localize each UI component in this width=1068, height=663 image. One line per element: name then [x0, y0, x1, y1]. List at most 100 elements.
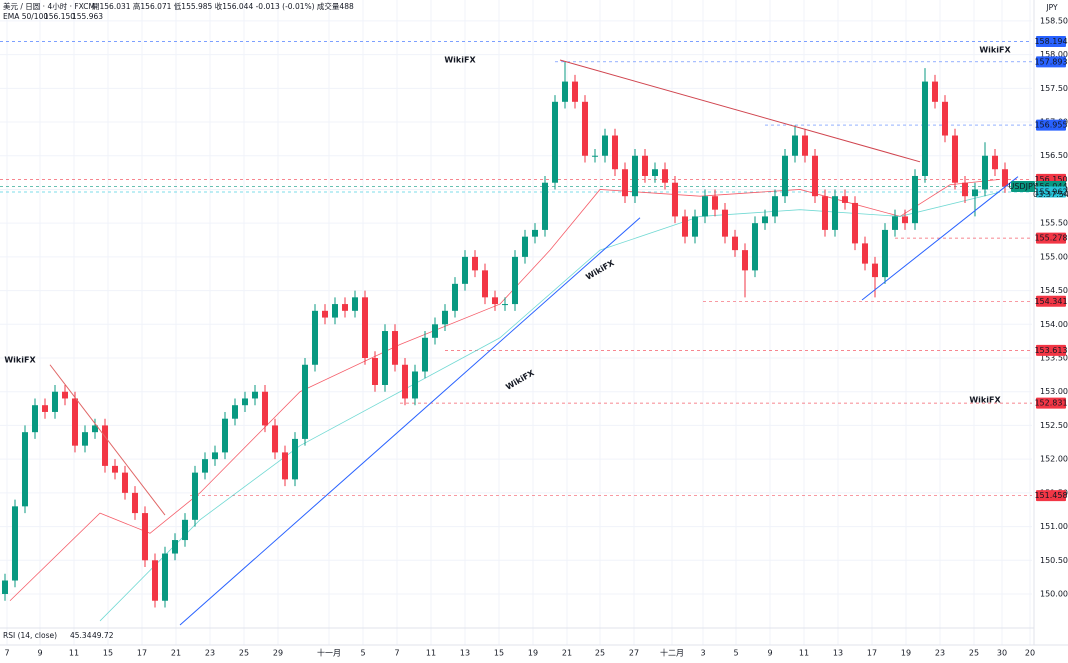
price-label-box — [1036, 232, 1066, 244]
candle-body — [342, 304, 348, 311]
candle-body — [292, 438, 298, 480]
x-tick-label: 11 — [69, 649, 79, 658]
x-tick-label: 5 — [360, 649, 365, 658]
candle-body — [712, 196, 718, 210]
candle-body — [952, 135, 958, 183]
candle-body — [982, 155, 988, 190]
candle-body — [672, 182, 678, 217]
candle-body — [582, 101, 588, 156]
candle-body — [882, 229, 888, 278]
y-tick-label: 153.000 — [1040, 387, 1068, 396]
x-tick-label: 21 — [171, 649, 181, 658]
candle-body — [252, 391, 258, 399]
ema-line — [99, 191, 1001, 622]
trendline — [861, 176, 1019, 301]
candle-body — [2, 580, 8, 594]
x-tick-label: 13 — [460, 649, 470, 658]
candle-body — [122, 472, 128, 493]
y-tick-label: 152.500 — [1040, 421, 1068, 430]
candle-body — [572, 81, 578, 102]
candle-body — [212, 452, 218, 460]
price-label-box — [1036, 397, 1066, 409]
candle-body — [932, 81, 938, 102]
x-tick-label: 9 — [767, 649, 772, 658]
candle-body — [892, 216, 898, 230]
x-tick-label: 29 — [273, 649, 283, 658]
price-label: 154.341 — [1034, 297, 1067, 306]
y-tick-label: 155.500 — [1040, 219, 1068, 228]
price-label: 151.458 — [1034, 491, 1067, 500]
candle-body — [192, 472, 198, 520]
watermark: WikiFX — [4, 356, 36, 365]
candle-body — [522, 236, 528, 257]
y-tick-label: 157.500 — [1040, 84, 1068, 93]
x-tick-label: 19 — [901, 649, 911, 658]
price-label-box — [1036, 36, 1066, 48]
x-tick-label: 27 — [629, 649, 639, 658]
candle-body — [742, 250, 748, 271]
candle-body — [802, 135, 808, 156]
x-tick-label: 21 — [562, 649, 572, 658]
candle-body — [172, 540, 178, 554]
price-label-box — [1036, 295, 1066, 307]
y-tick-label: 156.500 — [1040, 151, 1068, 160]
candle-body — [82, 432, 88, 446]
candle-body — [132, 492, 138, 514]
price-label: 152.831 — [1034, 399, 1067, 408]
candle-body — [862, 243, 868, 264]
candle-body — [922, 81, 928, 176]
candle-body — [402, 364, 408, 399]
candle-body — [352, 297, 358, 311]
y-tick-label: 151.000 — [1040, 522, 1068, 531]
candle-body — [72, 398, 78, 446]
candle-body — [562, 81, 568, 102]
trendline — [49, 364, 166, 516]
countdown: 03:37:54 — [1033, 190, 1068, 199]
y-tick-label: 150.000 — [1040, 589, 1068, 598]
x-tick-label: 7 — [4, 649, 9, 658]
candle-body — [202, 459, 208, 473]
x-tick-label: 23 — [935, 649, 945, 658]
y-tick-label: 154.000 — [1040, 320, 1068, 329]
price-label: 153.613 — [1034, 346, 1067, 355]
x-tick-label: 11 — [426, 649, 436, 658]
x-tick-label: 17 — [137, 649, 147, 658]
x-tick-label: 5 — [733, 649, 738, 658]
y-tick-label: 158.500 — [1040, 16, 1068, 25]
candle-body — [312, 310, 318, 365]
candle-body — [362, 297, 368, 359]
candle-body — [762, 216, 768, 224]
x-tick-label: 15 — [494, 649, 504, 658]
candle-body — [492, 297, 498, 305]
candle-body — [262, 391, 268, 426]
price-label: 158.194 — [1034, 37, 1067, 46]
candle-body — [142, 513, 148, 561]
price-label-box — [1036, 344, 1066, 356]
axis: 150.000150.500151.000151.500152.000152.5… — [4, 16, 1068, 657]
candle-body — [782, 155, 788, 197]
candle-body — [92, 425, 98, 433]
watermark: WikiFX — [979, 46, 1011, 55]
candle-body — [972, 189, 978, 197]
candle-body — [872, 263, 878, 278]
candle-body — [772, 196, 778, 217]
candle-body — [392, 331, 398, 365]
candle-body — [502, 304, 508, 306]
candle-body — [902, 216, 908, 224]
candle-body — [482, 270, 488, 298]
candle-body — [722, 209, 728, 237]
symbol-title: 美元 / 日圆 · 4小时 · FXCM — [3, 1, 95, 11]
watermark: WikiFX — [969, 396, 1001, 405]
price-label-box — [1036, 119, 1066, 131]
y-tick-label: 150.500 — [1040, 556, 1068, 565]
candle-body — [232, 405, 238, 419]
candle-body — [602, 135, 608, 156]
candle-body — [682, 216, 688, 237]
rsi-name: RSI (14, close) — [3, 631, 57, 640]
x-tick-label: 13 — [833, 649, 843, 658]
candle-body — [382, 331, 388, 385]
indicator-value: 155.963 — [72, 12, 103, 21]
candle-body — [752, 223, 758, 271]
candle-body — [452, 283, 458, 311]
trendline — [179, 217, 641, 626]
